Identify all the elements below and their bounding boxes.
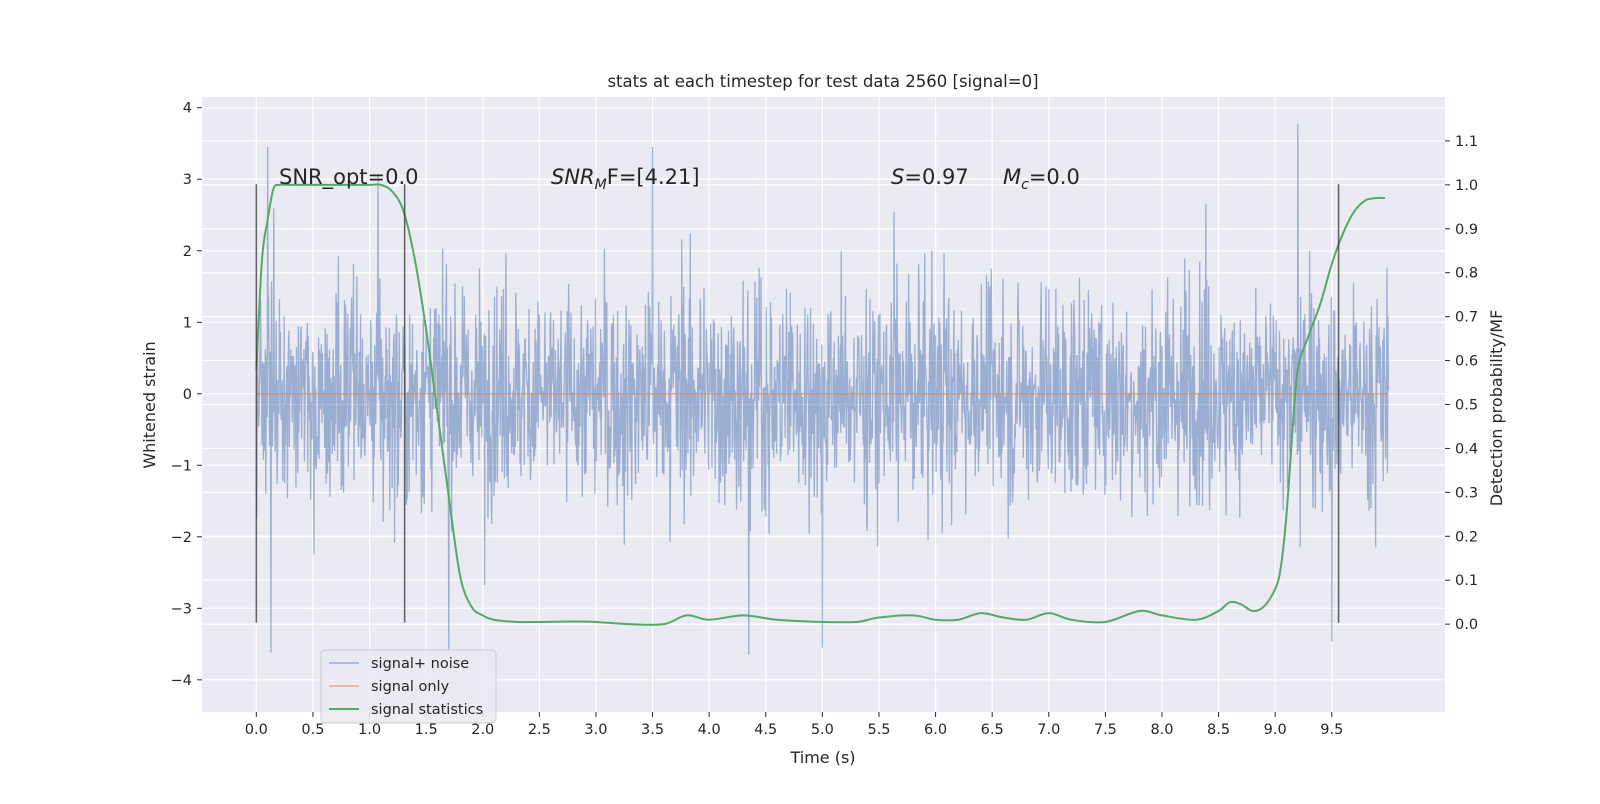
x-tick-label-2: 1.0 bbox=[358, 722, 381, 738]
x-tick-label-19: 9.5 bbox=[1320, 722, 1343, 738]
x-tick-label-13: 6.5 bbox=[981, 722, 1004, 738]
x-tick-label-15: 7.5 bbox=[1094, 722, 1117, 738]
x-tick-label-18: 9.0 bbox=[1264, 722, 1287, 738]
series-signal-noise-line bbox=[255, 123, 1390, 655]
x-tick-label-14: 7.0 bbox=[1037, 722, 1060, 738]
x-tick-label-9: 4.5 bbox=[754, 722, 777, 738]
y-right-tick-label-11: 1.1 bbox=[1455, 134, 1478, 150]
annotation-mc-var: M bbox=[1003, 165, 1021, 189]
legend-label-signal-noise: signal+ noise bbox=[371, 656, 469, 672]
x-tick-label-10: 5.0 bbox=[811, 722, 834, 738]
annotation-mc-val: =0.0 bbox=[1029, 165, 1080, 189]
y-right-tick-label-7: 0.7 bbox=[1455, 310, 1478, 326]
x-tick-label-5: 2.5 bbox=[528, 722, 551, 738]
annotation-mc: Mc=0.0 bbox=[1003, 165, 1080, 193]
annotation-snr-mf-sub: M bbox=[595, 177, 607, 193]
y-right-tick-label-10: 1.0 bbox=[1455, 178, 1478, 194]
annotation-mc-sub: c bbox=[1021, 177, 1029, 193]
y-left-tick-label-5: 1 bbox=[183, 315, 192, 331]
annotation-s: S=0.97 bbox=[891, 165, 969, 189]
x-axis-label: Time (s) bbox=[789, 748, 855, 767]
y-right-tick-label-0: 0.0 bbox=[1455, 617, 1478, 633]
annotation-s-val: =0.97 bbox=[904, 165, 968, 189]
x-tick-label-11: 5.5 bbox=[867, 722, 890, 738]
x-tick-label-16: 8.0 bbox=[1150, 722, 1173, 738]
annotation-snr-mf-base: SNR bbox=[551, 165, 595, 189]
y-left-tick-label-7: 3 bbox=[183, 172, 192, 188]
legend-label-signal-only: signal only bbox=[371, 679, 450, 695]
x-tick-label-3: 1.5 bbox=[415, 722, 438, 738]
y-right-tick-label-5: 0.5 bbox=[1455, 398, 1478, 414]
y-left-tick-label-4: 0 bbox=[183, 387, 192, 403]
y-right-tick-label-1: 0.1 bbox=[1455, 573, 1478, 589]
y-axis-label-left: Whitened strain bbox=[140, 341, 159, 468]
x-tick-label-4: 2.0 bbox=[471, 722, 494, 738]
y-right-tick-label-8: 0.8 bbox=[1455, 266, 1478, 282]
series-signal-statistics-line bbox=[255, 183, 1386, 626]
y-right-tick-label-3: 0.3 bbox=[1455, 485, 1478, 501]
legend-label-signal-statistics: signal statistics bbox=[371, 702, 483, 718]
x-tick-label-7: 3.5 bbox=[641, 722, 664, 738]
annotation-snr-opt: SNR_opt=0.0 bbox=[279, 165, 419, 190]
y-right-tick-label-2: 0.2 bbox=[1455, 529, 1478, 545]
x-tick-label-1: 0.5 bbox=[301, 722, 324, 738]
y-left-tick-label-8: 4 bbox=[183, 101, 192, 117]
y-left-tick-label-2: −2 bbox=[171, 530, 192, 546]
annotation-snr-mf: SNRMF=[4.21] bbox=[551, 165, 700, 193]
y-left-tick-label-6: 2 bbox=[183, 244, 192, 260]
x-tick-label-12: 6.0 bbox=[924, 722, 947, 738]
x-tick-label-17: 8.5 bbox=[1207, 722, 1230, 738]
y-left-tick-label-0: −4 bbox=[171, 673, 192, 689]
y-axis-label-right: Detection probability/MF bbox=[1487, 310, 1506, 507]
chart-title: stats at each timestep for test data 256… bbox=[607, 72, 1038, 91]
tick-labels: 0.0 0.5 1.0 1.5 2.0 2.5 3.0 3.5 4.0 4.5 5.0 5.5 6.0 6… bbox=[171, 101, 1478, 738]
y-right-tick-label-6: 0.6 bbox=[1455, 354, 1478, 370]
x-tick-label-8: 4.0 bbox=[698, 722, 721, 738]
y-left-tick-label-1: −3 bbox=[171, 601, 192, 617]
y-right-tick-label-9: 0.9 bbox=[1455, 222, 1478, 238]
y-left-tick-label-3: −1 bbox=[171, 458, 192, 474]
y-right-tick-label-4: 0.4 bbox=[1455, 441, 1478, 457]
x-tick-label-6: 3.0 bbox=[584, 722, 607, 738]
vertical-markers bbox=[255, 184, 1340, 623]
annotation-s-var: S bbox=[891, 165, 904, 189]
x-tick-label-0: 0.0 bbox=[245, 722, 268, 738]
annotations: SNR_opt=0.0 SNRMF=[4.21] S=0.97 Mc=0.0 bbox=[279, 165, 1080, 193]
data-layer bbox=[255, 123, 1390, 655]
legend: signal+ noise signal only signal statist… bbox=[320, 649, 497, 724]
legend-box bbox=[320, 649, 497, 724]
annotation-snr-mf-rest: F=[4.21] bbox=[607, 165, 700, 189]
